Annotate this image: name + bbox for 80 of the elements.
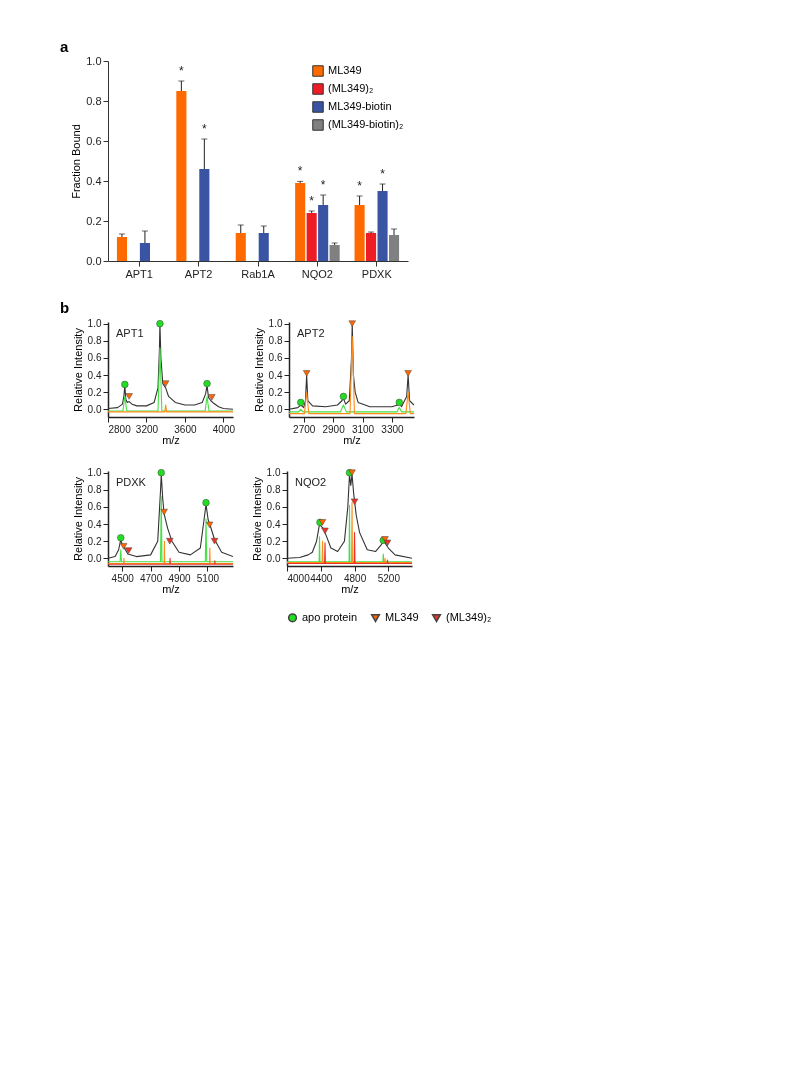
- x-tick-label: 4900: [168, 572, 192, 584]
- legend-label: ML349: [328, 64, 362, 76]
- x-axis-title: m/z: [341, 582, 359, 595]
- legend-label: (ML349)₂: [328, 82, 374, 94]
- y-tick-label: 0.8: [87, 335, 102, 347]
- y-tick-label: 0.4: [87, 369, 102, 381]
- y-tick-label: 0.6: [266, 501, 281, 513]
- x-tick-label: 4000: [287, 572, 311, 584]
- y-tick-label: 1.0: [268, 318, 283, 330]
- y-tick-label: 0.6: [86, 134, 102, 147]
- y-tick-label: 0.0: [268, 403, 283, 415]
- x-tick-label: 4500: [111, 572, 135, 584]
- y-tick-label: 0.6: [87, 501, 102, 513]
- legend-label: ML349-biotin: [328, 100, 392, 112]
- y-tick-label: 0.4: [87, 518, 102, 530]
- x-axis-title: m/z: [343, 433, 361, 446]
- x-tick-label: Rab1A: [241, 267, 276, 280]
- chart-title: APT2: [297, 327, 325, 339]
- y-tick-label: 0.0: [86, 254, 102, 267]
- y-tick-label: 0.2: [266, 535, 281, 547]
- x-tick-label: APT2: [184, 267, 213, 280]
- legend-label: ML349: [385, 611, 419, 624]
- x-tick-label: 2800: [108, 423, 132, 435]
- y-tick-label: 0.6: [268, 352, 283, 364]
- x-tick-label: 3600: [174, 423, 197, 435]
- y-axis-title: Relative Intensity: [71, 327, 84, 412]
- data-label: *: [320, 178, 326, 192]
- x-tick-label: 5100: [196, 572, 220, 584]
- y-tick-label: 1.0: [87, 318, 102, 330]
- data-label: *: [202, 122, 207, 136]
- y-tick-label: 0.8: [86, 94, 102, 107]
- y-tick-label: 0.2: [86, 214, 102, 227]
- y-tick-label: 1.0: [87, 467, 102, 479]
- x-tick-label: 3200: [135, 423, 159, 435]
- y-tick-label: 0.8: [268, 335, 283, 347]
- data-label: *: [380, 167, 386, 181]
- x-tick-label: 3300: [381, 423, 404, 435]
- y-tick-label: 0.2: [87, 386, 102, 398]
- y-tick-label: 0.8: [87, 484, 102, 496]
- y-axis-title: Relative Intensity: [250, 476, 263, 561]
- chart-title: PDXK: [116, 476, 147, 488]
- y-tick-label: 1.0: [86, 54, 102, 67]
- x-tick-label: 4800: [343, 572, 367, 584]
- text: a: [60, 38, 69, 55]
- x-tick-label: 5200: [377, 572, 401, 584]
- y-axis-title: Relative Intensity: [71, 476, 84, 561]
- x-tick-label: 4000: [212, 423, 236, 435]
- x-tick-label: 4400: [310, 572, 333, 584]
- y-tick-label: 0.8: [266, 484, 281, 496]
- x-tick-label: 2900: [322, 423, 346, 435]
- data-label: *: [179, 64, 185, 78]
- x-axis-title: m/z: [162, 582, 180, 595]
- x-tick-label: 2700: [293, 423, 316, 435]
- data-label: *: [297, 164, 303, 179]
- y-tick-label: 0.2: [268, 386, 283, 398]
- legend-label: (ML349-biotin)₂: [328, 118, 404, 130]
- legend-label: (ML349)₂: [446, 611, 492, 624]
- text: b: [60, 299, 70, 316]
- y-tick-label: 1.0: [266, 467, 281, 479]
- chart-title: APT1: [116, 327, 144, 339]
- y-tick-label: 0.2: [87, 535, 102, 547]
- y-tick-label: 0.0: [266, 552, 281, 564]
- y-tick-label: 0.4: [86, 174, 102, 187]
- data-label: *: [309, 194, 315, 208]
- y-tick-label: 0.4: [266, 518, 281, 530]
- x-tick-label: 3100: [351, 423, 375, 435]
- y-tick-label: 0.0: [87, 552, 102, 564]
- y-axis-title: Fraction Bound: [70, 124, 83, 199]
- x-tick-label: NQO2: [301, 267, 333, 280]
- y-tick-label: 0.6: [87, 352, 102, 364]
- data-label: *: [357, 179, 363, 193]
- legend-label: apo protein: [302, 610, 358, 623]
- chart-title: NQO2: [295, 476, 327, 488]
- y-axis-title: Relative Intensity: [252, 327, 265, 412]
- x-tick-label: PDXK: [361, 267, 393, 280]
- x-tick-label: 4700: [139, 572, 163, 584]
- x-axis-title: m/z: [162, 433, 180, 446]
- y-tick-label: 0.4: [268, 369, 283, 381]
- x-tick-label: APT1: [125, 267, 153, 280]
- y-tick-label: 0.0: [87, 403, 102, 415]
